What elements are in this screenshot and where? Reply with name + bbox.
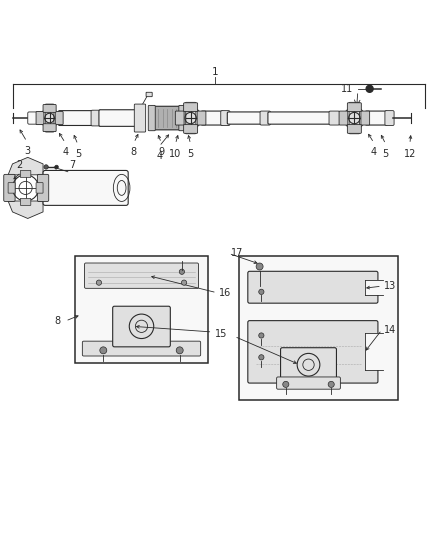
Text: 4: 4 [371, 147, 377, 157]
Text: 12: 12 [403, 149, 416, 159]
FancyBboxPatch shape [385, 111, 394, 125]
Text: 4: 4 [62, 147, 68, 157]
Bar [365, 333, 383, 370]
Circle shape [259, 354, 264, 360]
FancyBboxPatch shape [179, 106, 186, 131]
Circle shape [96, 280, 102, 285]
FancyBboxPatch shape [227, 112, 263, 124]
Circle shape [328, 381, 334, 387]
Circle shape [366, 85, 373, 92]
FancyBboxPatch shape [184, 103, 198, 111]
Circle shape [259, 333, 264, 338]
FancyBboxPatch shape [45, 104, 54, 132]
FancyBboxPatch shape [221, 111, 230, 125]
Text: 16: 16 [219, 288, 231, 298]
Text: 4: 4 [156, 151, 162, 161]
Circle shape [256, 263, 263, 270]
FancyBboxPatch shape [55, 111, 63, 125]
Text: 5: 5 [383, 149, 389, 159]
FancyBboxPatch shape [185, 102, 196, 134]
Circle shape [44, 165, 48, 169]
FancyBboxPatch shape [329, 111, 339, 125]
FancyBboxPatch shape [91, 110, 102, 126]
FancyBboxPatch shape [248, 321, 378, 383]
FancyBboxPatch shape [43, 104, 56, 112]
Circle shape [176, 347, 183, 354]
Text: 8: 8 [131, 147, 137, 157]
Circle shape [179, 269, 184, 274]
FancyBboxPatch shape [201, 111, 223, 125]
FancyBboxPatch shape [85, 263, 198, 288]
FancyBboxPatch shape [134, 104, 146, 132]
Text: 13: 13 [384, 281, 396, 291]
Bar [239, 256, 398, 400]
FancyBboxPatch shape [20, 171, 31, 177]
FancyBboxPatch shape [37, 174, 49, 201]
FancyBboxPatch shape [277, 377, 340, 389]
FancyBboxPatch shape [260, 111, 271, 125]
FancyBboxPatch shape [365, 111, 388, 125]
FancyBboxPatch shape [150, 106, 184, 130]
Circle shape [55, 165, 58, 169]
Text: 14: 14 [384, 325, 396, 335]
Text: 15: 15 [215, 329, 227, 339]
FancyBboxPatch shape [20, 198, 31, 205]
Text: 5: 5 [187, 149, 194, 159]
FancyBboxPatch shape [184, 125, 198, 133]
FancyBboxPatch shape [148, 106, 155, 131]
FancyBboxPatch shape [99, 110, 140, 126]
FancyBboxPatch shape [113, 306, 170, 347]
FancyBboxPatch shape [339, 111, 348, 125]
FancyBboxPatch shape [248, 271, 378, 303]
FancyBboxPatch shape [36, 183, 43, 193]
Polygon shape [8, 157, 43, 175]
FancyBboxPatch shape [82, 341, 201, 356]
Text: 3: 3 [24, 146, 30, 156]
FancyBboxPatch shape [28, 112, 43, 124]
Circle shape [283, 381, 289, 387]
Circle shape [259, 289, 264, 294]
FancyBboxPatch shape [347, 125, 361, 133]
Bar [365, 280, 383, 295]
Text: 9: 9 [158, 147, 164, 157]
FancyBboxPatch shape [361, 111, 370, 125]
Polygon shape [8, 201, 43, 219]
Text: 1: 1 [211, 67, 218, 77]
FancyBboxPatch shape [4, 174, 15, 201]
Text: 8: 8 [55, 316, 61, 326]
FancyBboxPatch shape [197, 111, 206, 125]
Text: 11: 11 [341, 84, 353, 94]
Circle shape [100, 347, 107, 354]
FancyBboxPatch shape [58, 111, 94, 125]
Circle shape [181, 280, 187, 285]
Text: 10: 10 [169, 149, 181, 159]
FancyBboxPatch shape [268, 112, 332, 124]
FancyBboxPatch shape [146, 92, 152, 96]
Text: 7: 7 [70, 160, 76, 171]
FancyBboxPatch shape [36, 111, 44, 125]
FancyBboxPatch shape [43, 171, 128, 205]
Text: 2: 2 [16, 160, 22, 171]
FancyBboxPatch shape [347, 103, 361, 111]
FancyBboxPatch shape [281, 348, 336, 382]
Text: 17: 17 [231, 248, 243, 259]
FancyBboxPatch shape [175, 111, 184, 125]
FancyBboxPatch shape [8, 183, 15, 193]
Text: 5: 5 [75, 149, 81, 159]
FancyBboxPatch shape [349, 102, 360, 134]
FancyBboxPatch shape [43, 124, 56, 132]
Bar [75, 256, 208, 362]
